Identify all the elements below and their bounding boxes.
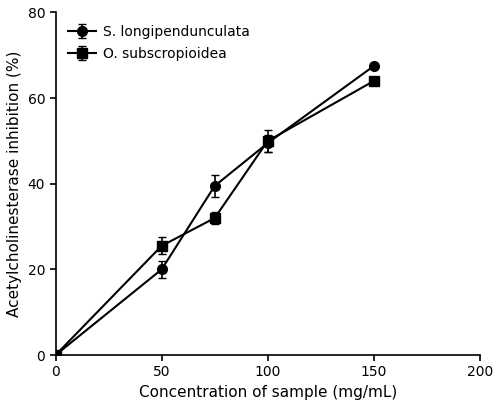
Legend: S. longipendunculata, O. subscropioidea: S. longipendunculata, O. subscropioidea: [62, 20, 255, 67]
Y-axis label: Acetylcholinesterase inhibition (%): Acetylcholinesterase inhibition (%): [7, 50, 22, 317]
X-axis label: Concentration of sample (mg/mL): Concentration of sample (mg/mL): [138, 385, 397, 400]
